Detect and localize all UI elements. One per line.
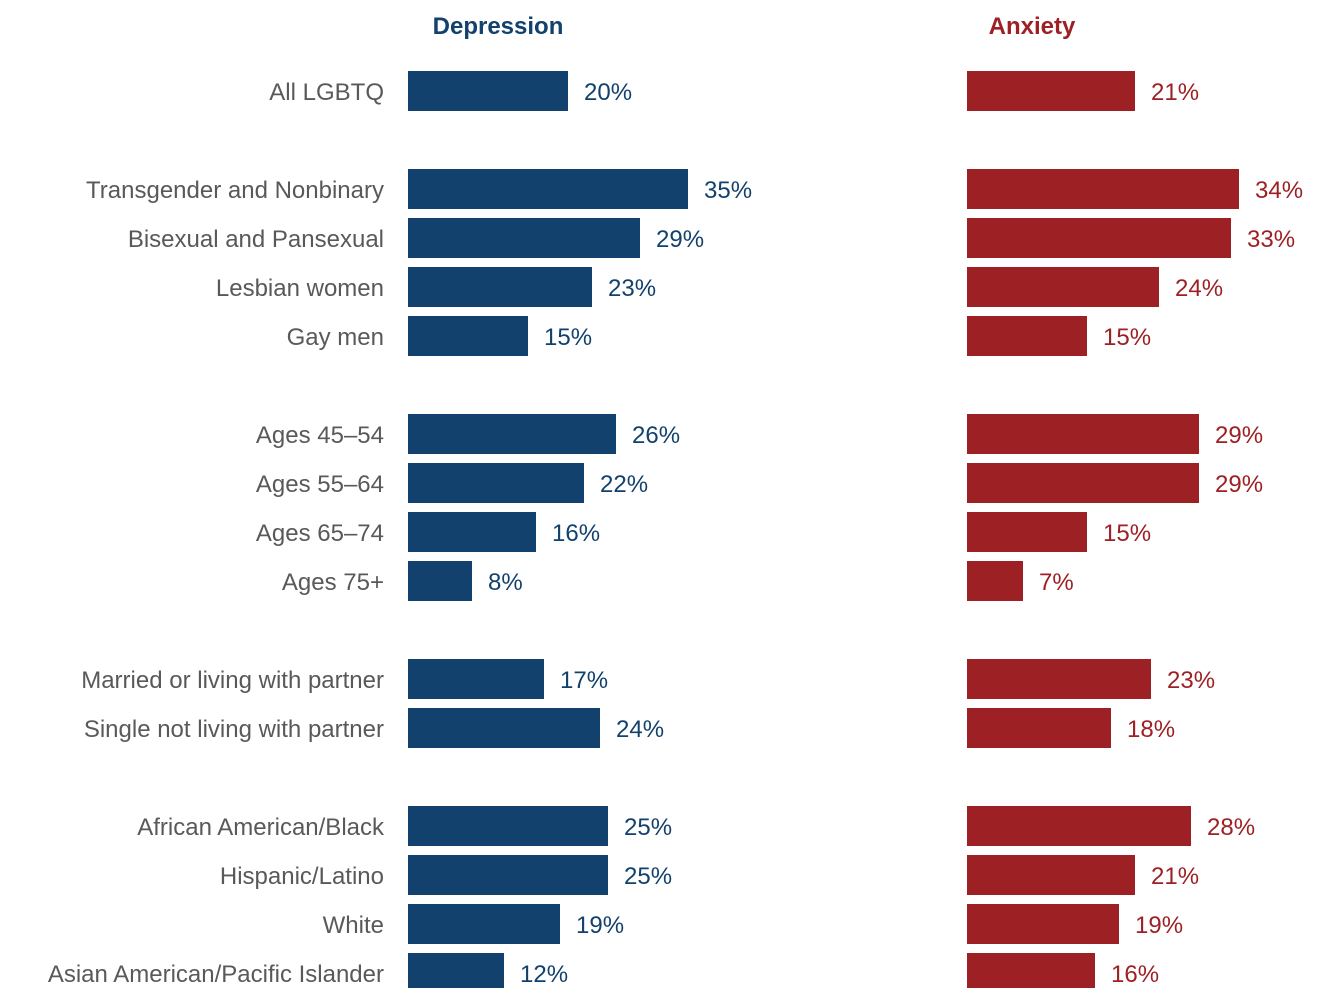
anxiety-bar-gay-men xyxy=(967,316,1087,356)
category-label-ages-55-64: Ages 55–64 xyxy=(256,471,384,498)
anxiety-value-label-ages-55-64: 29% xyxy=(1215,471,1263,498)
anxiety-bar-single-not-living-with-partner xyxy=(967,708,1111,748)
anxiety-bar-all-lgbtq xyxy=(967,71,1135,111)
category-labels: All LGBTQ Transgender and Nonbinary Bisexu… xyxy=(48,79,385,988)
depression-value-label-all-lgbtq: 20% xyxy=(584,79,632,106)
depression-value-label-african-american-black: 25% xyxy=(624,814,672,841)
depression-value-label-married-or-living-with-partner: 17% xyxy=(560,667,608,694)
anxiety-bar-white xyxy=(967,904,1119,944)
depression-bar-all-lgbtq xyxy=(408,71,568,111)
category-label-white: White xyxy=(323,912,384,939)
depression-bar-married-or-living-with-partner xyxy=(408,659,544,699)
category-label-gay-men: Gay men xyxy=(287,324,384,351)
anxiety-bar-hispanic-latino xyxy=(967,855,1135,895)
anxiety-value-label-hispanic-latino: 21% xyxy=(1151,863,1199,890)
category-label-ages-45-54: Ages 45–54 xyxy=(256,422,384,449)
depression-bar-gay-men xyxy=(408,316,528,356)
anxiety-value-label-ages-75: 7% xyxy=(1039,569,1074,596)
depression-value-label-ages-45-54: 26% xyxy=(632,422,680,449)
depression-bar-ages-65-74 xyxy=(408,512,536,552)
depression-bar-white xyxy=(408,904,560,944)
depression-bar-asian-american-pacific-islander xyxy=(408,953,504,988)
depression-bar-ages-75 xyxy=(408,561,472,601)
anxiety-value-label-bisexual-and-pansexual: 33% xyxy=(1247,226,1295,253)
anxiety-bar-ages-55-64 xyxy=(967,463,1199,503)
anxiety-bar-bisexual-and-pansexual xyxy=(967,218,1231,258)
depression-bar-transgender-and-nonbinary xyxy=(408,169,688,209)
depression-value-label-ages-55-64: 22% xyxy=(600,471,648,498)
category-label-bisexual-and-pansexual: Bisexual and Pansexual xyxy=(128,226,384,253)
category-label-african-american-black: African American/Black xyxy=(137,814,385,841)
depression-value-label-transgender-and-nonbinary: 35% xyxy=(704,177,752,204)
depression-value-label-single-not-living-with-partner: 24% xyxy=(616,716,664,743)
depression-bar-ages-55-64 xyxy=(408,463,584,503)
depression-value-label-white: 19% xyxy=(576,912,624,939)
category-label-hispanic-latino: Hispanic/Latino xyxy=(220,863,384,890)
series-header-anxiety: Anxiety xyxy=(989,13,1076,40)
category-label-ages-65-74: Ages 65–74 xyxy=(256,520,384,547)
anxiety-value-label-lesbian-women: 24% xyxy=(1175,275,1223,302)
anxiety-value-label-ages-65-74: 15% xyxy=(1103,520,1151,547)
depression-bar-hispanic-latino xyxy=(408,855,608,895)
anxiety-bar-asian-american-pacific-islander xyxy=(967,953,1095,988)
anxiety-value-label-african-american-black: 28% xyxy=(1207,814,1255,841)
anxiety-value-label-gay-men: 15% xyxy=(1103,324,1151,351)
depression-bar-lesbian-women xyxy=(408,267,592,307)
anxiety-bar-african-american-black xyxy=(967,806,1191,846)
anxiety-bar-ages-65-74 xyxy=(967,512,1087,552)
depression-bar-bisexual-and-pansexual xyxy=(408,218,640,258)
category-label-lesbian-women: Lesbian women xyxy=(216,275,384,302)
depression-bar-african-american-black xyxy=(408,806,608,846)
anxiety-value-label-transgender-and-nonbinary: 34% xyxy=(1255,177,1303,204)
anxiety-value-label-single-not-living-with-partner: 18% xyxy=(1127,716,1175,743)
depression-bars: 20%35%29%23%15%26%22%16%8%17%24%25%25%19… xyxy=(408,71,752,988)
anxiety-bar-lesbian-women xyxy=(967,267,1159,307)
anxiety-bar-ages-45-54 xyxy=(967,414,1199,454)
depression-value-label-gay-men: 15% xyxy=(544,324,592,351)
category-label-asian-american-pacific-islander: Asian American/Pacific Islander xyxy=(48,961,384,988)
category-label-ages-75: Ages 75+ xyxy=(282,569,384,596)
depression-value-label-ages-65-74: 16% xyxy=(552,520,600,547)
anxiety-value-label-married-or-living-with-partner: 23% xyxy=(1167,667,1215,694)
category-label-married-or-living-with-partner: Married or living with partner xyxy=(81,667,384,694)
category-label-single-not-living-with-partner: Single not living with partner xyxy=(84,716,384,743)
depression-value-label-bisexual-and-pansexual: 29% xyxy=(656,226,704,253)
anxiety-value-label-white: 19% xyxy=(1135,912,1183,939)
anxiety-value-label-all-lgbtq: 21% xyxy=(1151,79,1199,106)
anxiety-value-label-asian-american-pacific-islander: 16% xyxy=(1111,961,1159,988)
depression-value-label-lesbian-women: 23% xyxy=(608,275,656,302)
depression-bar-single-not-living-with-partner xyxy=(408,708,600,748)
anxiety-bar-ages-75 xyxy=(967,561,1023,601)
anxiety-bar-married-or-living-with-partner xyxy=(967,659,1151,699)
series-header-depression: Depression xyxy=(433,13,564,40)
anxiety-bar-transgender-and-nonbinary xyxy=(967,169,1239,209)
category-label-transgender-and-nonbinary: Transgender and Nonbinary xyxy=(86,177,384,204)
anxiety-bars: 21% 34% 33% 24% 15% 29% 29% 15% 7% 23% 18% 28% 21% 19… xyxy=(967,71,1303,988)
depression-value-label-hispanic-latino: 25% xyxy=(624,863,672,890)
depression-value-label-ages-75: 8% xyxy=(488,569,523,596)
depression-value-label-asian-american-pacific-islander: 12% xyxy=(520,961,568,988)
category-label-all-lgbtq: All LGBTQ xyxy=(269,79,384,106)
anxiety-value-label-ages-45-54: 29% xyxy=(1215,422,1263,449)
depression-bar-ages-45-54 xyxy=(408,414,616,454)
